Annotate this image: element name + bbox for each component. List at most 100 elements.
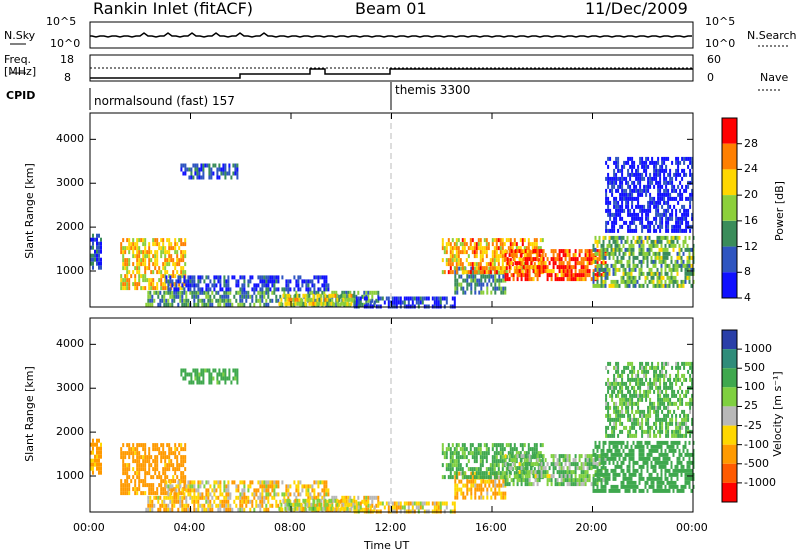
data-cell	[216, 175, 219, 180]
data-cell	[205, 488, 208, 493]
data-cell	[441, 443, 444, 448]
data-cell	[504, 253, 507, 258]
data-cell	[122, 483, 125, 488]
data-cell	[329, 298, 332, 303]
data-cell	[605, 208, 608, 213]
data-cell	[519, 463, 522, 468]
data-cell	[169, 507, 172, 512]
data-cell	[636, 484, 639, 489]
data-cell	[174, 447, 177, 452]
data-cell	[457, 254, 460, 259]
data-cell	[584, 265, 587, 270]
data-cell	[667, 192, 670, 197]
data-cell	[556, 482, 559, 487]
data-cell	[310, 297, 313, 302]
data-cell	[247, 495, 250, 500]
data-cell	[678, 255, 681, 260]
data-cell	[142, 447, 145, 452]
data-cell	[613, 196, 616, 201]
data-cell	[311, 283, 314, 288]
data-cell	[518, 478, 521, 483]
data-cell	[684, 468, 687, 473]
data-cell	[313, 290, 316, 295]
data-cell	[680, 484, 683, 489]
data-cell	[156, 286, 159, 291]
data-cell	[688, 235, 691, 240]
data-cell	[171, 298, 174, 303]
data-cell	[685, 196, 688, 201]
data-cell	[605, 192, 608, 197]
data-cell	[202, 368, 205, 373]
data-cell	[617, 212, 620, 217]
data-cell	[187, 480, 190, 485]
data-cell	[615, 216, 618, 221]
data-cell	[486, 487, 489, 492]
data-cell	[608, 251, 611, 256]
data-cell	[516, 482, 519, 487]
data-cell	[629, 164, 632, 169]
data-cell	[616, 440, 619, 445]
data-cell	[680, 283, 683, 288]
data-cell	[679, 216, 682, 221]
data-cell	[331, 298, 334, 303]
data-cell	[613, 172, 616, 177]
data-cell	[596, 454, 599, 459]
data-cell	[467, 451, 470, 456]
data-cell	[200, 372, 203, 377]
data-cell	[239, 507, 242, 512]
data-cell	[483, 471, 486, 476]
data-cell	[213, 294, 216, 299]
data-cell	[510, 458, 513, 463]
data-cell	[604, 466, 607, 471]
data-cell	[526, 273, 529, 278]
data-cell	[183, 492, 186, 497]
data-cell	[558, 249, 561, 254]
data-cell	[650, 239, 653, 244]
data-cell	[363, 501, 366, 506]
data-cell	[623, 164, 626, 169]
data-cell	[647, 208, 650, 213]
data-cell	[678, 460, 681, 465]
data-cell	[435, 300, 438, 305]
data-cell	[182, 258, 185, 263]
data-cell	[675, 168, 678, 173]
data-cell	[668, 488, 671, 493]
data-cell	[124, 455, 127, 460]
data-cell	[504, 286, 507, 291]
data-cell	[271, 290, 274, 295]
data-cell	[600, 243, 603, 248]
data-cell	[608, 255, 611, 260]
data-cell	[677, 164, 680, 169]
data-cell	[618, 488, 621, 493]
data-cell	[239, 287, 242, 292]
data-cell	[395, 505, 398, 510]
data-cell	[184, 455, 187, 460]
data-cell	[660, 283, 663, 288]
data-cell	[637, 192, 640, 197]
data-cell	[130, 274, 133, 279]
data-cell	[267, 507, 270, 512]
data-cell	[417, 296, 420, 301]
data-cell	[473, 475, 476, 480]
data-cell	[359, 296, 362, 301]
data-cell	[606, 275, 609, 280]
data-cell	[613, 168, 616, 173]
data-cell	[679, 172, 682, 177]
data-cell	[447, 467, 450, 472]
data-cell	[641, 220, 644, 225]
data-cell	[261, 484, 264, 489]
data-cell	[653, 204, 656, 209]
data-cell	[286, 502, 289, 507]
data-cell	[168, 455, 171, 460]
data-cell	[184, 372, 187, 377]
data-cell	[521, 270, 524, 275]
data-cell	[470, 290, 473, 295]
data-cell	[297, 484, 300, 489]
data-cell	[640, 468, 643, 473]
data-cell	[199, 492, 202, 497]
data-cell	[167, 298, 170, 303]
data-cell	[449, 250, 452, 255]
data-cell	[653, 176, 656, 181]
data-cell	[98, 438, 100, 443]
data-cell	[223, 507, 226, 512]
